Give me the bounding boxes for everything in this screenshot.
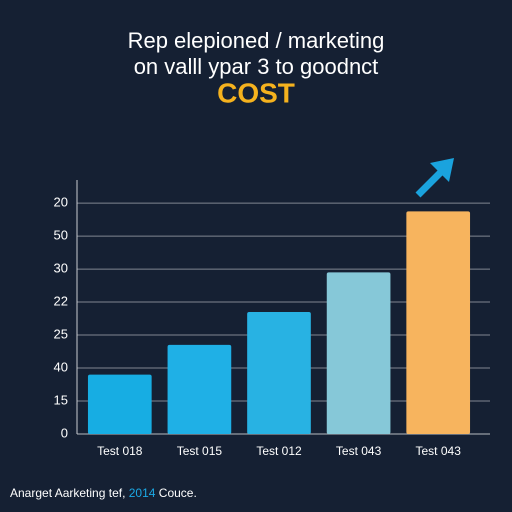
footer-suffix: Couce. — [159, 486, 197, 500]
y-tick-label: 20 — [54, 195, 68, 210]
y-tick-label: 50 — [54, 228, 68, 243]
y-tick-label: 15 — [54, 392, 68, 407]
bar — [87, 374, 152, 434]
trend-arrow — [415, 158, 454, 198]
arrow-head — [430, 158, 454, 182]
footer-prefix: Anarget Aarketing tef, — [10, 486, 125, 500]
bar — [406, 211, 471, 434]
bar — [326, 272, 391, 434]
footer-year: 2014 — [129, 486, 156, 500]
title-line: on valll ypar 3 to goodnct — [134, 54, 379, 79]
bar — [167, 344, 232, 434]
bar — [247, 311, 311, 434]
x-tick-label: Test 015 — [177, 444, 223, 458]
y-tick-label: 0 — [61, 425, 68, 440]
x-tick-label: Test 043 — [416, 444, 462, 458]
x-tick-label: Test 012 — [256, 444, 302, 458]
title-line: Rep elepioned / marketing — [128, 28, 385, 53]
x-tick-label: Test 018 — [97, 444, 143, 458]
arrow-shaft — [415, 166, 447, 198]
footer: Anarget Aarketing tef, 2014 Couce. — [10, 486, 197, 500]
y-tick-label: 25 — [54, 326, 68, 341]
y-tick-label: 30 — [54, 261, 68, 276]
y-tick-label: 22 — [54, 293, 68, 308]
y-tick-label: 40 — [54, 359, 68, 374]
title-highlight: COST — [217, 77, 295, 108]
x-tick-label: Test 043 — [336, 444, 382, 458]
